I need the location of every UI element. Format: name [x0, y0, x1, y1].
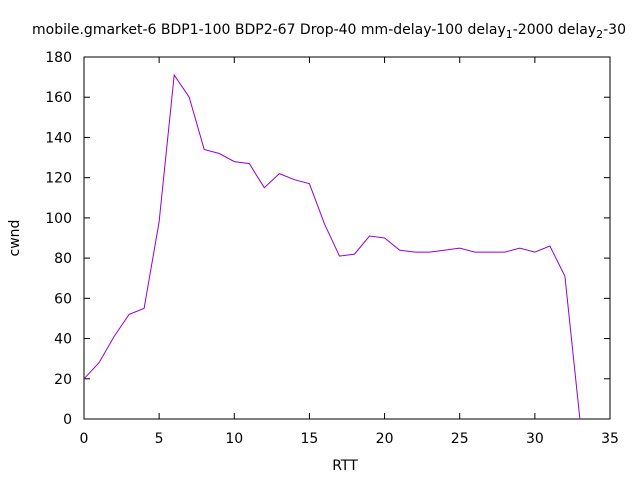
y-axis-ticks: 0 20 40 60 80 100 120 140 160 180 — [45, 50, 610, 428]
y-tick-label: 60 — [54, 291, 72, 307]
cwnd-series-line — [83, 73, 581, 420]
y-axis-label: cwnd — [7, 220, 23, 257]
y-tick-label: 80 — [54, 251, 72, 267]
y-tick-label: 140 — [45, 130, 72, 146]
title-segment: -2000 delay — [513, 22, 596, 38]
title-segment: -30 — [603, 22, 626, 38]
x-tick-label: 15 — [301, 431, 319, 447]
y-tick-label: 100 — [45, 211, 72, 227]
x-tick-label: 0 — [80, 431, 89, 447]
chart-title: mobile.gmarket-6 BDP1-100 BDP2-67 Drop-4… — [32, 22, 626, 41]
y-tick-label: 40 — [54, 332, 72, 348]
y-tick-label: 180 — [45, 50, 72, 66]
x-tick-label: 5 — [155, 431, 164, 447]
plot-frame — [83, 56, 611, 420]
y-tick-label: 0 — [63, 412, 72, 428]
x-tick-label: 30 — [526, 431, 544, 447]
y-tick-label: 160 — [45, 90, 72, 106]
y-tick-label: 20 — [54, 372, 72, 388]
x-tick-label: 25 — [451, 431, 469, 447]
x-axis-label: RTT — [332, 458, 358, 474]
y-tick-label: 120 — [45, 171, 72, 187]
x-tick-label: 35 — [601, 431, 619, 447]
title-subscript: 2 — [596, 28, 603, 41]
cwnd-series-points — [83, 74, 582, 421]
x-tick-label: 20 — [376, 431, 394, 447]
x-axis-ticks: 0 5 10 15 20 25 30 35 — [80, 57, 619, 447]
title-segment: mobile.gmarket-6 BDP1-100 BDP2-67 Drop-4… — [32, 22, 506, 38]
x-tick-label: 10 — [225, 431, 243, 447]
title-subscript: 1 — [506, 28, 513, 41]
